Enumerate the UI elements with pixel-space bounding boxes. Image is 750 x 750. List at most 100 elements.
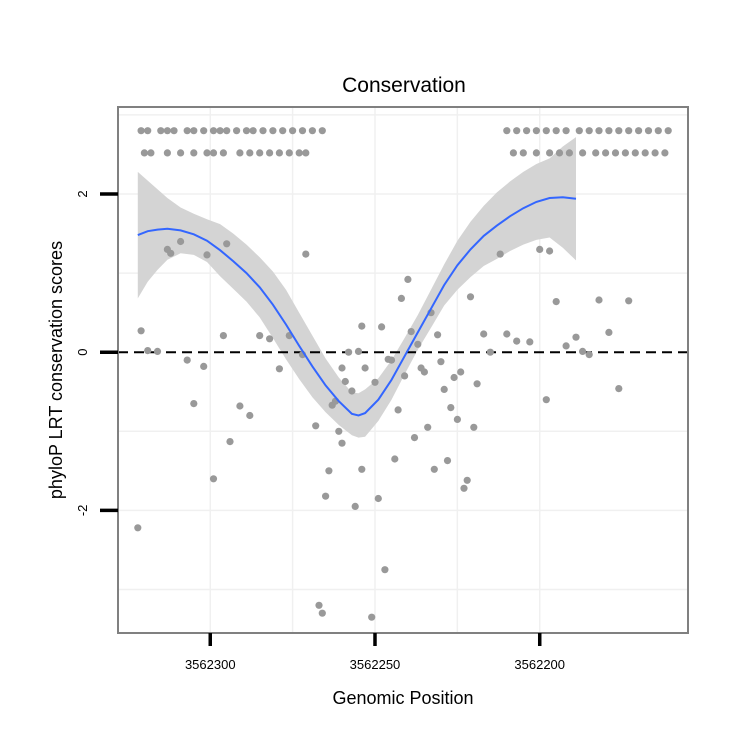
data-point bbox=[295, 149, 303, 157]
data-point bbox=[200, 127, 208, 135]
data-point bbox=[285, 149, 293, 157]
data-point bbox=[496, 250, 504, 258]
data-point bbox=[631, 149, 639, 157]
data-point bbox=[605, 127, 613, 135]
data-point bbox=[381, 566, 389, 574]
data-point bbox=[338, 439, 346, 447]
y-tick-label: -2 bbox=[75, 505, 90, 517]
data-point bbox=[542, 127, 550, 135]
data-point bbox=[424, 423, 432, 431]
data-point bbox=[203, 149, 211, 157]
data-point bbox=[466, 293, 475, 301]
data-point bbox=[572, 333, 580, 341]
data-point bbox=[219, 149, 227, 157]
data-point bbox=[302, 250, 310, 258]
data-point bbox=[562, 127, 570, 135]
data-point bbox=[387, 356, 396, 364]
data-point bbox=[391, 455, 399, 463]
data-point bbox=[157, 127, 165, 135]
data-point bbox=[209, 475, 218, 483]
data-point bbox=[644, 127, 653, 135]
data-point bbox=[354, 347, 363, 355]
data-point bbox=[611, 149, 620, 157]
data-point bbox=[621, 149, 630, 157]
data-point bbox=[266, 149, 274, 157]
data-point bbox=[473, 380, 481, 388]
data-point bbox=[605, 328, 613, 336]
x-axis-label: Genomic Position bbox=[332, 688, 473, 708]
x-tick-label: 3562250 bbox=[350, 657, 401, 672]
data-point bbox=[565, 149, 574, 157]
data-point bbox=[447, 404, 455, 412]
data-point bbox=[552, 298, 560, 306]
data-point bbox=[242, 127, 251, 135]
data-point bbox=[635, 127, 643, 135]
data-point bbox=[615, 385, 623, 393]
data-point bbox=[519, 149, 527, 157]
data-point bbox=[275, 365, 283, 373]
smooth-fit-line bbox=[137, 196, 577, 417]
data-point bbox=[440, 385, 448, 393]
data-point bbox=[223, 127, 231, 135]
data-point bbox=[374, 494, 382, 503]
data-point bbox=[233, 127, 241, 135]
data-point bbox=[256, 149, 264, 157]
data-point bbox=[190, 127, 198, 135]
data-point bbox=[177, 237, 185, 246]
data-point bbox=[315, 601, 323, 609]
data-point bbox=[536, 245, 544, 253]
data-point bbox=[266, 335, 274, 343]
data-point bbox=[216, 127, 224, 135]
data-point bbox=[190, 149, 198, 157]
data-point bbox=[249, 127, 257, 135]
data-point bbox=[526, 338, 534, 346]
data-point bbox=[358, 465, 366, 473]
data-point bbox=[203, 251, 211, 259]
data-point bbox=[351, 502, 359, 510]
data-point bbox=[147, 149, 155, 157]
data-point bbox=[361, 364, 369, 372]
data-point bbox=[480, 330, 488, 338]
data-point bbox=[275, 149, 283, 157]
data-point bbox=[555, 149, 564, 157]
data-point bbox=[450, 373, 458, 382]
data-point bbox=[602, 149, 610, 157]
data-point bbox=[437, 358, 445, 366]
x-tick-label: 3562300 bbox=[185, 657, 236, 672]
data-point bbox=[345, 348, 353, 356]
data-point bbox=[279, 127, 287, 135]
data-point bbox=[463, 476, 471, 484]
data-point bbox=[170, 127, 178, 135]
grid-lines bbox=[118, 107, 688, 633]
data-point bbox=[371, 378, 379, 386]
data-points bbox=[134, 127, 672, 621]
data-point bbox=[246, 411, 254, 420]
data-point bbox=[259, 127, 267, 135]
data-point bbox=[163, 149, 171, 157]
data-point bbox=[368, 613, 376, 621]
data-point bbox=[625, 127, 633, 135]
data-point bbox=[661, 149, 669, 157]
x-tick-label: 3562200 bbox=[514, 657, 565, 672]
data-point bbox=[410, 434, 419, 442]
data-point bbox=[664, 127, 672, 135]
x-axis-ticks: 3562300 3562250 3562200 bbox=[185, 633, 565, 672]
data-point bbox=[585, 351, 593, 359]
y-tick-label: 0 bbox=[75, 349, 90, 356]
data-point bbox=[532, 149, 541, 157]
data-point bbox=[404, 275, 412, 283]
data-point bbox=[298, 127, 307, 135]
data-point bbox=[183, 127, 191, 135]
y-axis-ticks: -2 0 2 bbox=[75, 190, 118, 516]
panel-border bbox=[117, 106, 689, 634]
data-point bbox=[509, 149, 517, 157]
data-point bbox=[420, 368, 428, 376]
confidence-ribbon bbox=[137, 137, 577, 438]
data-point bbox=[503, 330, 511, 338]
data-point bbox=[585, 127, 593, 135]
data-point bbox=[513, 337, 521, 345]
data-point bbox=[443, 457, 452, 465]
data-point bbox=[134, 524, 142, 532]
data-point bbox=[654, 127, 662, 135]
data-point bbox=[595, 127, 603, 135]
